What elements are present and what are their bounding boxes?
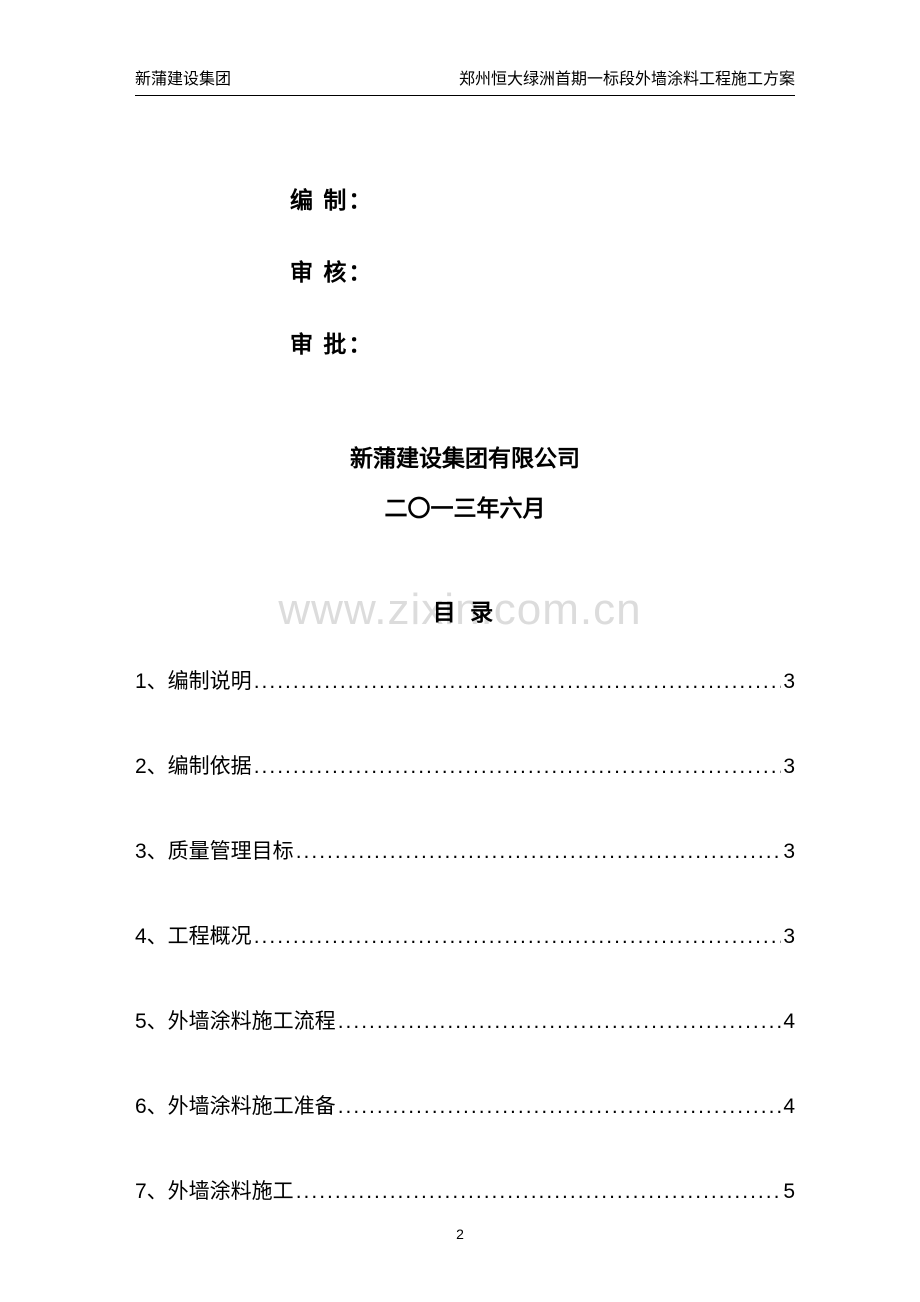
toc-item-page: 3 (783, 670, 795, 694)
toc-item-page: 5 (783, 1180, 795, 1204)
toc-item: 6、外墙涂料施工准备 .............................… (135, 1090, 795, 1120)
toc-item: 5、外墙涂料施工流程 .............................… (135, 1005, 795, 1035)
company-date: 二〇一三年六月 (135, 489, 795, 523)
header-left-text: 新蒲建设集团 (135, 65, 231, 89)
toc-item-page: 3 (783, 925, 795, 949)
toc-list: 1、编制说明 .................................… (135, 665, 795, 1205)
toc-dots: ........................................… (338, 1010, 782, 1034)
toc-title: 目 录 (135, 593, 795, 627)
approval-approve: 审 批： (290, 325, 795, 359)
page-number: 2 (456, 1226, 464, 1242)
approval-compile: 编 制： (290, 181, 795, 215)
toc-item-page: 4 (783, 1010, 795, 1034)
toc-item: 2、编制依据 .................................… (135, 750, 795, 780)
toc-item: 3、质量管理目标 ...............................… (135, 835, 795, 865)
header-right-text: 郑州恒大绿洲首期一标段外墙涂料工程施工方案 (459, 65, 795, 89)
company-name: 新蒲建设集团有限公司 (135, 439, 795, 473)
toc-dots: ........................................… (296, 840, 782, 864)
toc-dots: ........................................… (338, 1095, 782, 1119)
toc-dots: ........................................… (254, 925, 782, 949)
toc-item-label: 6、外墙涂料施工准备 (135, 1090, 336, 1120)
toc-item: 4、工程概况 .................................… (135, 920, 795, 950)
toc-item-label: 7、外墙涂料施工 (135, 1175, 294, 1205)
toc-dots: ........................................… (254, 670, 782, 694)
toc-item-label: 1、编制说明 (135, 665, 252, 695)
toc-item-label: 2、编制依据 (135, 750, 252, 780)
page-header: 新蒲建设集团 郑州恒大绿洲首期一标段外墙涂料工程施工方案 (135, 65, 795, 96)
toc-item-page: 3 (783, 840, 795, 864)
toc-item-page: 4 (783, 1095, 795, 1119)
toc-item-label: 5、外墙涂料施工流程 (135, 1005, 336, 1035)
toc-item-page: 3 (783, 755, 795, 779)
document-page: 新蒲建设集团 郑州恒大绿洲首期一标段外墙涂料工程施工方案 编 制： 审 核： 审… (0, 0, 920, 1205)
toc-item-label: 3、质量管理目标 (135, 835, 294, 865)
approval-review: 审 核： (290, 253, 795, 287)
approval-section: 编 制： 审 核： 审 批： (290, 181, 795, 359)
toc-item-label: 4、工程概况 (135, 920, 252, 950)
toc-dots: ........................................… (296, 1180, 782, 1204)
toc-dots: ........................................… (254, 755, 782, 779)
toc-item: 1、编制说明 .................................… (135, 665, 795, 695)
company-section: 新蒲建设集团有限公司 二〇一三年六月 (135, 439, 795, 523)
toc-item: 7、外墙涂料施工 ...............................… (135, 1175, 795, 1205)
